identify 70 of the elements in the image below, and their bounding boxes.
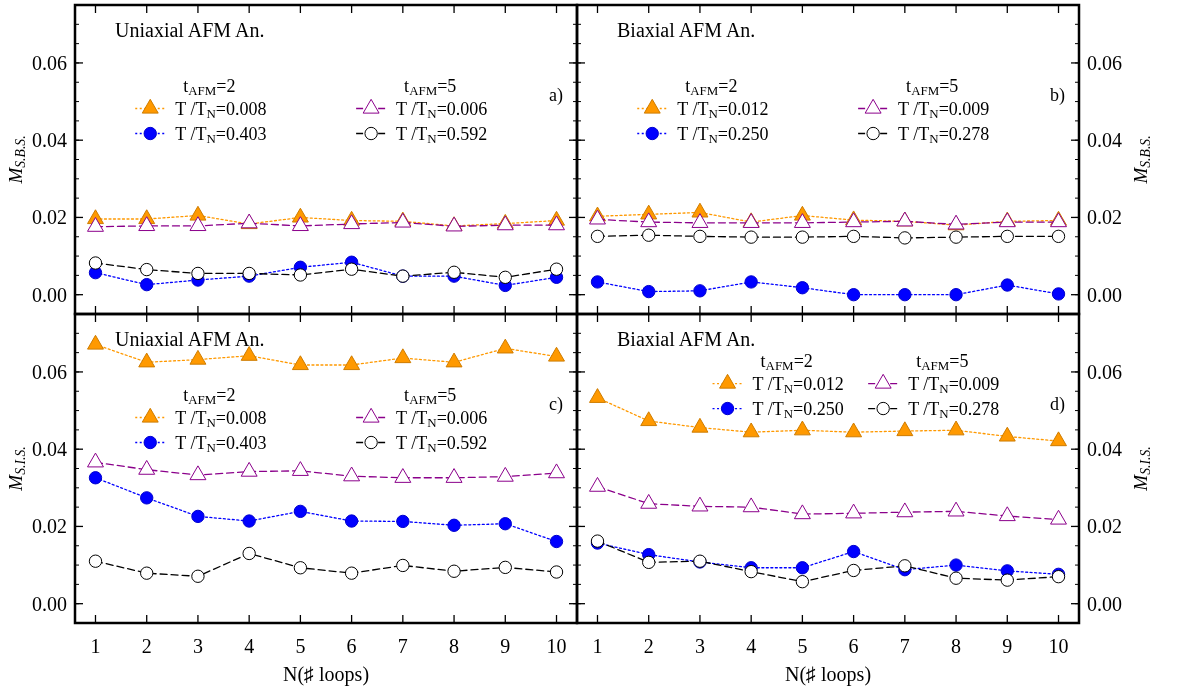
x-tick-label: 2 <box>141 635 152 657</box>
y-tick-label: 0.04 <box>32 129 67 152</box>
annotation: Uniaxial AFM An. <box>115 328 265 350</box>
y-tick-label: 0.00 <box>32 592 67 615</box>
annotation: t$_{AFM}$=2 <box>685 75 738 98</box>
annotation: c) <box>549 393 563 415</box>
y-tick-label: 0.02 <box>1087 515 1122 538</box>
legend-label: T /T$_{N}$=0.403 <box>175 432 267 455</box>
annotation: t$_{AFM}$=5 <box>916 350 969 373</box>
x-tick-label: 7 <box>899 635 910 657</box>
legend-label: T /T$_{N}$=0.250 <box>752 398 844 421</box>
x-tick-label: 5 <box>797 635 808 657</box>
annotation: t$_{AFM}$=2 <box>183 75 236 98</box>
y-tick-label: 0.02 <box>1087 206 1122 229</box>
legend-label: T /T$_{N}$=0.278 <box>908 398 1000 421</box>
annotation: Uniaxial AFM An. <box>115 19 265 41</box>
legend-label: T /T$_{N}$=0.009 <box>898 98 990 121</box>
y-tick-label: 0.06 <box>1087 51 1122 74</box>
x-tick-label: 7 <box>397 635 408 657</box>
x-tick-label: 6 <box>848 635 859 657</box>
legend-label: T /T$_{N}$=0.012 <box>752 373 844 396</box>
annotation: t$_{AFM}$=5 <box>404 384 457 407</box>
annotation: a) <box>549 84 563 106</box>
legend-label: T /T$_{N}$=0.278 <box>898 123 990 146</box>
annotation: t$_{AFM}$=5 <box>906 75 959 98</box>
legend-label: T /T$_{N}$=0.012 <box>677 98 769 121</box>
legend-label: T /T$_{N}$=0.006 <box>396 98 488 121</box>
annotation: Biaxial AFM An. <box>617 19 756 41</box>
legend-label: T /T$_{N}$=0.250 <box>677 123 769 146</box>
x-axis-title: N(♯ loops) <box>784 663 872 686</box>
annotation: Biaxial AFM An. <box>617 328 756 350</box>
annotation: d) <box>1050 393 1065 415</box>
y-tick-label: 0.06 <box>32 51 67 74</box>
x-tick-label: 8 <box>951 635 962 657</box>
x-tick-label: 8 <box>449 635 460 657</box>
legend-label: T /T$_{N}$=0.592 <box>396 432 488 455</box>
x-tick-label: 4 <box>244 635 255 657</box>
legend-label: T /T$_{N}$=0.592 <box>396 123 488 146</box>
y-tick-label: 0.00 <box>32 283 67 306</box>
x-tick-label: 9 <box>1002 635 1013 657</box>
x-tick-label: 9 <box>500 635 511 657</box>
annotation: t$_{AFM}$=2 <box>183 384 236 407</box>
y-tick-label: 0.02 <box>32 206 67 229</box>
legend-label: T /T$_{N}$=0.006 <box>396 407 488 430</box>
x-tick-label: 4 <box>746 635 757 657</box>
legend-label: T /T$_{N}$=0.403 <box>175 123 267 146</box>
legend-label: T /T$_{N}$=0.008 <box>175 407 267 430</box>
x-tick-label: 10 <box>1048 635 1069 657</box>
annotation: t$_{AFM}$=2 <box>760 350 813 373</box>
x-tick-label: 1 <box>592 635 603 657</box>
x-tick-label: 3 <box>694 635 705 657</box>
y-tick-label: 0.04 <box>32 438 67 461</box>
y-tick-label: 0.00 <box>1087 592 1122 615</box>
x-tick-label: 5 <box>295 635 306 657</box>
x-tick-label: 6 <box>346 635 357 657</box>
annotation: t$_{AFM}$=5 <box>404 75 457 98</box>
y-tick-label: 0.02 <box>32 515 67 538</box>
y-tick-label: 0.00 <box>1087 283 1122 306</box>
y-tick-label: 0.06 <box>32 360 67 383</box>
legend-label: T /T$_{N}$=0.008 <box>175 98 267 121</box>
y-tick-label: 0.04 <box>1087 129 1122 152</box>
x-axis-title: N(♯ loops) <box>282 663 370 686</box>
x-tick-label: 10 <box>546 635 567 657</box>
annotation: b) <box>1050 84 1065 106</box>
y-tick-label: 0.04 <box>1087 438 1122 461</box>
x-tick-label: 1 <box>90 635 101 657</box>
x-tick-label: 3 <box>192 635 203 657</box>
legend-label: T /T$_{N}$=0.009 <box>908 373 1000 396</box>
y-tick-label: 0.06 <box>1087 360 1122 383</box>
x-tick-label: 2 <box>643 635 654 657</box>
